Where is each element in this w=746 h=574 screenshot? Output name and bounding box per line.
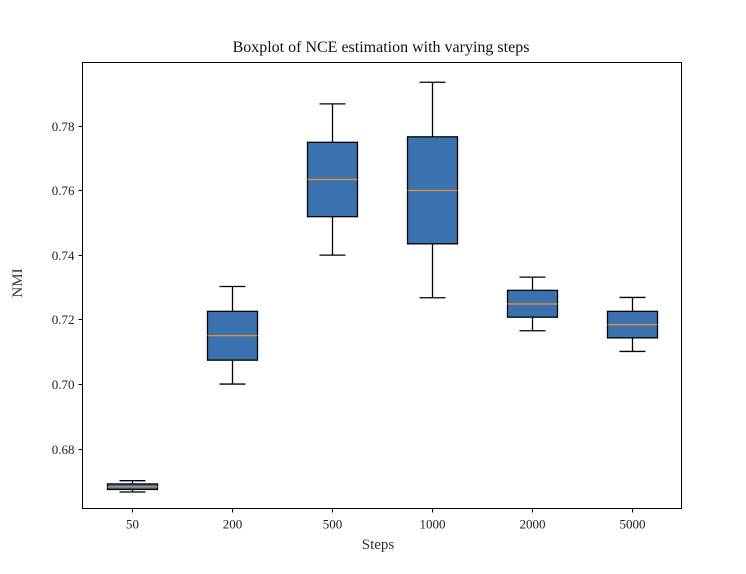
y-tick-label: 0.76 xyxy=(52,183,75,198)
y-tick-label: 0.74 xyxy=(52,248,75,263)
box-50 xyxy=(106,480,159,493)
y-axis-label: NMI xyxy=(10,268,26,297)
y-tick-label: 0.78 xyxy=(52,119,75,134)
chart-title: Boxplot of NCE estimation with varying s… xyxy=(233,39,530,56)
x-tick-label: 50 xyxy=(126,517,139,532)
x-axis: 50 200 500 1000 2000 5000 xyxy=(126,508,646,532)
x-tick-label: 1000 xyxy=(420,517,446,532)
y-tick-label: 0.68 xyxy=(52,442,75,457)
box-200 xyxy=(206,285,259,385)
box-500 xyxy=(306,103,359,256)
box-5000 xyxy=(606,296,659,353)
x-tick-label: 5000 xyxy=(620,517,646,532)
y-axis: 0.68 0.70 0.72 0.74 0.76 0.78 xyxy=(52,119,83,457)
x-axis-label: Steps xyxy=(362,537,395,553)
y-tick-label: 0.70 xyxy=(52,377,75,392)
box-1000 xyxy=(406,81,459,299)
x-tick-label: 200 xyxy=(223,517,243,532)
box-2000 xyxy=(506,276,559,332)
x-tick-label: 500 xyxy=(323,517,343,532)
boxes-group xyxy=(106,81,659,493)
x-tick-label: 2000 xyxy=(520,517,546,532)
plot-area-frame xyxy=(82,62,682,509)
y-tick-label: 0.72 xyxy=(52,312,75,327)
